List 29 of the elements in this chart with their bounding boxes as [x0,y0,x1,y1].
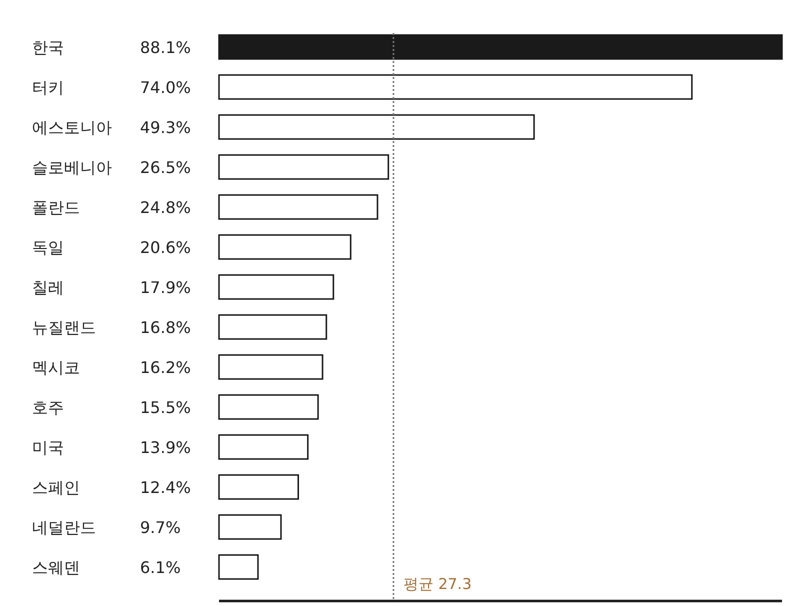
category: 한국 [32,38,64,57]
category: 스페인 [32,478,80,497]
value-label: 13.9% [140,438,191,457]
value-label: 20.6% [140,238,191,257]
value-label: 16.8% [140,318,191,337]
value-label: 49.3% [140,118,191,137]
value-label: 26.5% [140,158,191,177]
category: 칠레 [32,278,64,297]
value-label: 6.1% [140,558,181,577]
category: 터키 [32,78,64,97]
category: 에스토니아 [32,118,112,137]
value-label: 88.1% [140,38,191,57]
value-label: 9.7% [140,518,181,537]
value-label: 16.2% [140,358,191,377]
category: 슬로베니아 [32,158,112,177]
category: 호주 [32,398,64,417]
value-label: 24.8% [140,198,191,217]
category: 스웨덴 [32,558,80,577]
category: 독일 [32,238,64,257]
category: 미국 [32,438,64,457]
value-label: 12.4% [140,478,191,497]
category: 폴란드 [32,198,80,217]
ref-label: 평균 27.3 [403,575,472,593]
category: 멕시코 [32,358,80,377]
category: 뉴질랜드 [32,318,96,337]
category: 네덜란드 [32,518,96,537]
value-label: 17.9% [140,278,191,297]
value-label: 74.0% [140,78,191,97]
value-label: 15.5% [140,398,191,417]
